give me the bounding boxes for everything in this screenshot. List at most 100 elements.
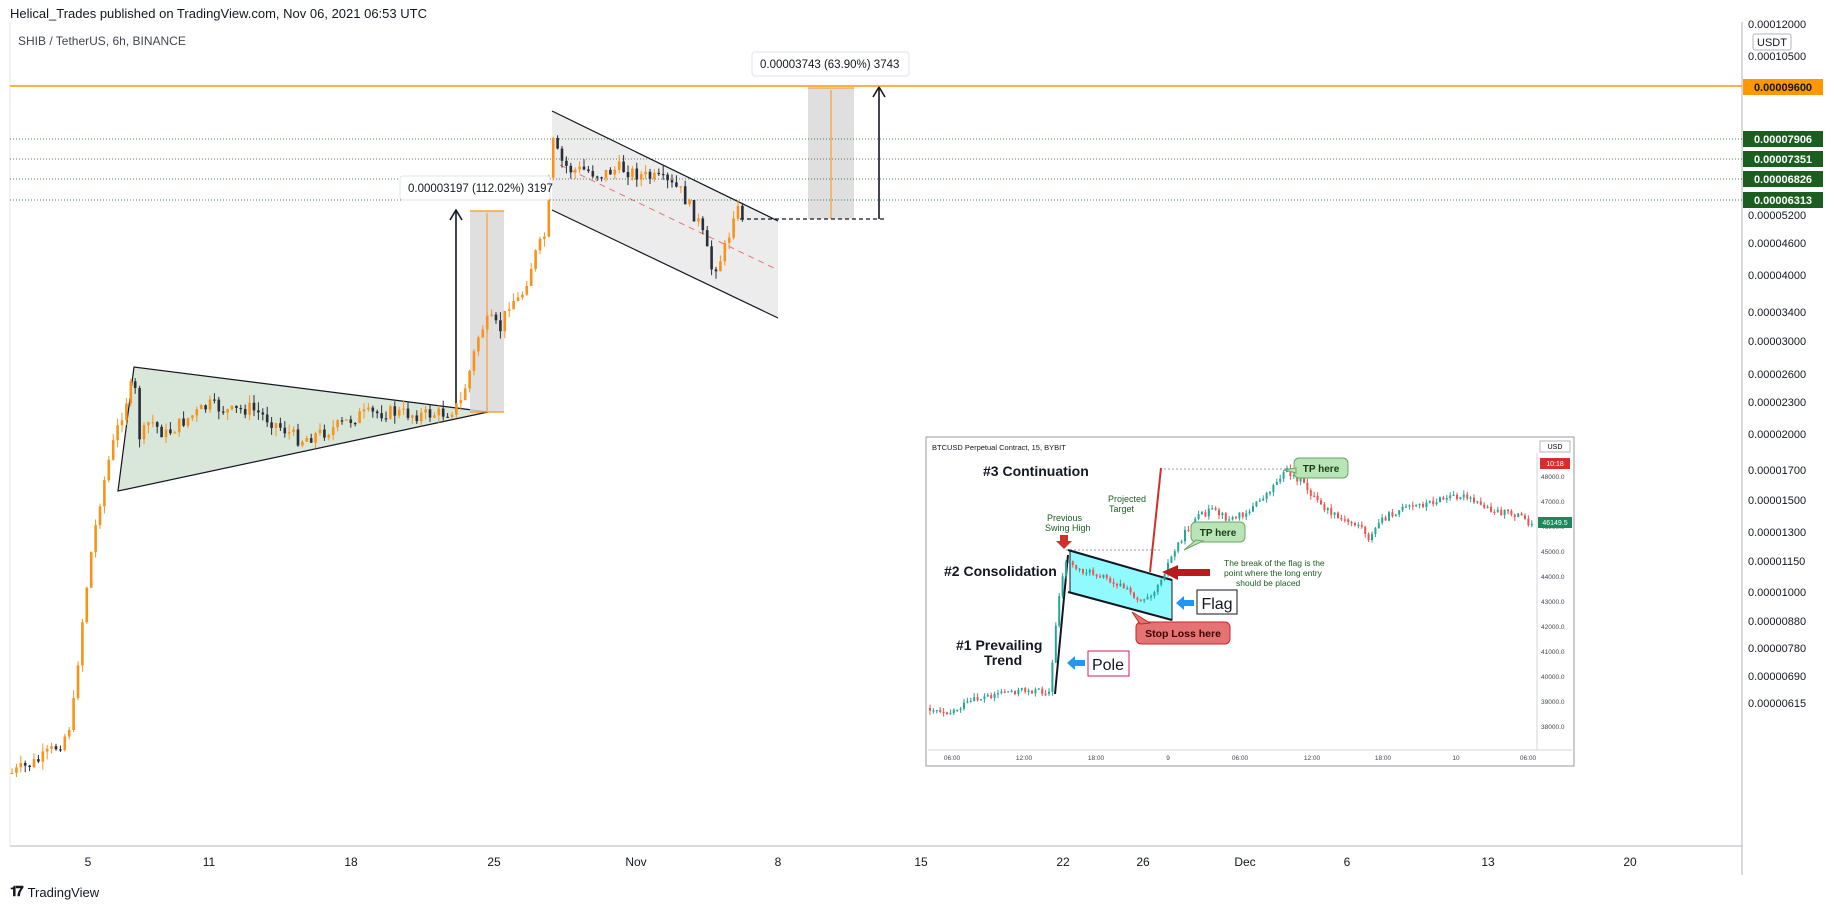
price-chart[interactable]: 0.000120000.000105000.000090000.00006000… [0,0,1834,880]
time-tick-label: 8 [775,855,782,869]
candle-body [424,409,427,413]
candle-body [1037,688,1040,690]
candle-body [741,205,744,219]
currency-label-box[interactable] [1752,33,1792,51]
candle-body [85,587,89,623]
inset-pole-arrow-icon [1067,656,1085,670]
candle-body [1320,500,1322,505]
candle-body [1469,497,1472,499]
candle-body [1530,523,1533,526]
candle-body [468,370,471,389]
candle-body [1048,691,1050,694]
time-axis-labels: 5 11 18 25 Nov 8 15 22 26 Dec 6 13 20 [85,855,1637,869]
candle-body [1085,572,1088,574]
inset-break-text-2: point where the long entry [1224,568,1323,578]
candle-body [1435,502,1438,505]
candle-body [697,218,700,222]
candle-body [481,329,485,338]
inset-price-badge-text: 46149.5 [1542,520,1567,527]
candle-body [155,422,159,427]
inset-label-projected-1: Projected [1108,494,1146,504]
candle-body [89,552,93,588]
tradingview-logo[interactable]: 𝟏𝟕 TradingView [10,884,99,900]
candle-body [32,759,36,768]
price-badge-label: 0.00007906 [1754,134,1812,146]
inset-time-tick: 18:00 [1088,755,1105,762]
candle-body [477,337,480,352]
candle-body [560,148,564,161]
price-badge-label: 0.00009600 [1754,82,1812,94]
candle-body [292,429,295,433]
candle-body [1422,504,1424,508]
inset-break-text-3: should be placed [1236,578,1301,588]
candle-body [380,413,383,419]
candle-body [41,751,45,762]
inset-label-consolidation: #2 Consolidation [944,563,1057,579]
price-badge-box [1743,192,1823,208]
price-badge-box [1743,151,1823,167]
price-tick-label: 0.00004600 [1748,238,1806,250]
time-tick-label: 18 [344,855,358,869]
candle-body [1116,583,1118,586]
candle-body [516,297,520,301]
symmetrical-triangle[interactable] [117,366,489,492]
candle-body [1065,561,1067,577]
candle-body [529,268,533,286]
time-tick-label: 25 [487,855,501,869]
inset-candles [929,464,1533,717]
candle-body [1309,490,1312,496]
candle-body [1255,501,1258,507]
candle-body [935,710,938,712]
candle-body [50,746,53,749]
candle-body [1139,599,1142,601]
candle-body [1180,541,1183,543]
candle-body [1129,588,1132,593]
candle-body [635,168,639,180]
candle-body [1214,508,1217,510]
price-tick-label: 0.00001500 [1748,495,1806,507]
candle-body [1357,524,1360,527]
candle-body [1323,504,1326,511]
candle-body [653,172,656,179]
candle-body [1218,509,1220,516]
inset-time-axis: 06:00 12:00 18:00 9 06:00 12:00 18:00 10 06:00 [944,755,1537,762]
candle-body [450,414,454,417]
candle-body [1388,512,1390,521]
symbol-line: SHIB / TetherUS, 6h, BINANCE [18,34,186,48]
candle-body [499,320,502,332]
candle-body [582,166,586,170]
candle-body [1109,578,1112,583]
price-tick-label: 0.00002600 [1748,369,1806,381]
channel-upper-line [551,110,779,222]
candle-body [195,409,199,416]
price-tick-label: 0.00000690 [1748,671,1806,683]
candle-body [714,269,718,272]
candle-body [949,712,952,715]
candle-body [1445,498,1448,500]
candle-body [239,407,243,410]
candle-body [657,172,661,175]
inset-tp-mid-pointer [1183,539,1205,551]
candle-body [177,418,181,433]
price-tick-label: 0.00001700 [1748,465,1806,477]
candle-body [1486,506,1489,508]
inset-time-badge-text: 10:18 [1546,461,1564,468]
candle-body [1102,575,1105,578]
candle-body [318,429,322,434]
candle-body [1337,512,1339,519]
descending-channel[interactable] [552,111,778,318]
price-tick-label: 0.00001300 [1748,527,1806,539]
candle-body [252,402,256,411]
candle-body [963,702,965,709]
candle-body [551,138,555,178]
candle-body [990,695,993,698]
inset-price-badge [1538,517,1572,528]
candle-body [221,411,225,413]
candle-body [1170,556,1173,563]
candle-body [710,246,713,270]
candle-body [543,236,546,239]
time-tick-label: Dec [1234,855,1255,869]
price-tick-label: 0.00010500 [1748,51,1806,63]
candle-body [1211,508,1214,510]
price-badge-box [1743,79,1823,95]
